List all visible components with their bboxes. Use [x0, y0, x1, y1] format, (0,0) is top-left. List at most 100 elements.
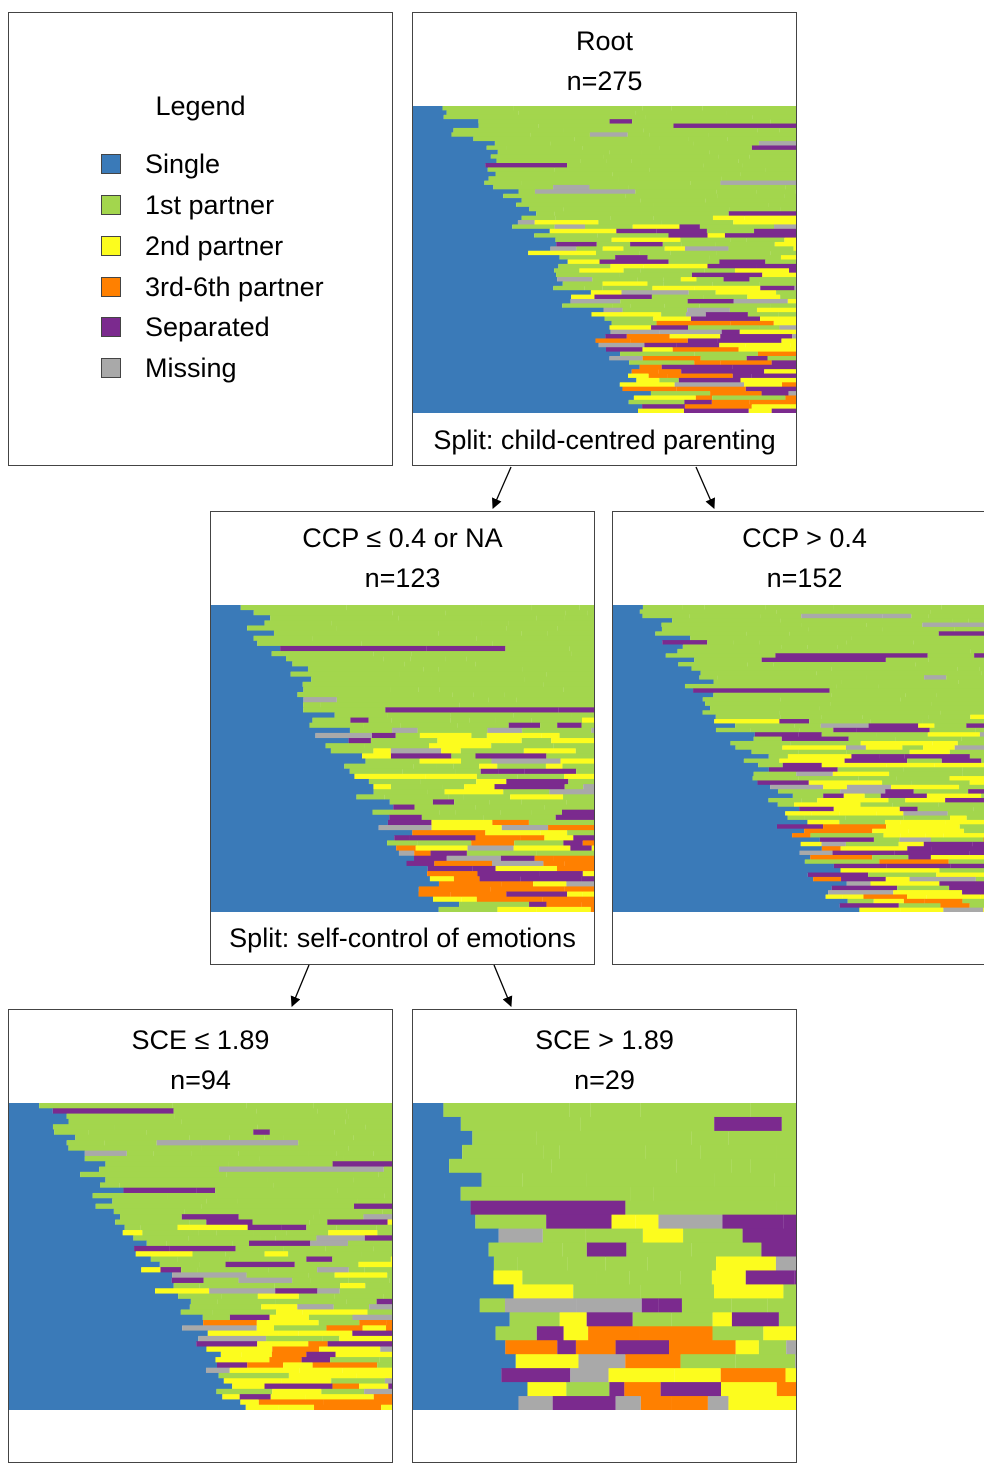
- sequence-segment: [418, 840, 471, 846]
- sequence-segment: [969, 851, 984, 856]
- sequence-segment: [384, 1167, 392, 1173]
- sequence-segment: [472, 866, 495, 872]
- sequence-segment: [522, 728, 591, 734]
- sequence-segment: [372, 733, 396, 739]
- sequence-segment: [534, 233, 598, 238]
- sequence-segment: [543, 1145, 559, 1159]
- sequence-segment: [413, 229, 550, 234]
- sequence-segment: [211, 815, 389, 821]
- sequence-segment: [399, 646, 426, 652]
- sequence-segment: [211, 871, 427, 877]
- sequence-segment: [308, 1341, 327, 1347]
- sequence-segment: [790, 404, 796, 409]
- sequence-segment: [522, 799, 567, 805]
- sequence-segment: [587, 1243, 627, 1257]
- sequence-segment: [823, 824, 886, 829]
- sequence-segment: [115, 1124, 257, 1130]
- sequence-segment: [334, 1294, 383, 1300]
- sequence-segment: [211, 866, 428, 872]
- sequence-segment: [536, 615, 564, 621]
- sequence-segment: [500, 810, 531, 816]
- sequence-segment: [962, 767, 984, 772]
- sequence-segment: [838, 644, 984, 649]
- sequence-segment: [708, 132, 796, 137]
- legend-item-3rd-6th-partner: 3rd-6th partner: [101, 270, 324, 304]
- sequence-segment: [578, 1354, 625, 1368]
- sequence-segment: [613, 693, 713, 698]
- sequence-segment: [612, 321, 657, 326]
- sequence-segment: [184, 1209, 319, 1215]
- sequence-segment: [782, 382, 796, 387]
- sequence-segment: [413, 141, 495, 146]
- edge-root-to-ccp-high: [696, 467, 714, 508]
- sequence-segment: [581, 1117, 715, 1131]
- sequence-segment: [570, 845, 591, 851]
- sequence-segment: [900, 908, 943, 912]
- sequence-segment: [489, 799, 522, 805]
- sequence-segment: [477, 636, 594, 642]
- sequence-segment: [429, 743, 491, 749]
- sequence-segment: [613, 899, 848, 904]
- sequence-segment: [474, 692, 505, 698]
- sequence-segment: [431, 677, 524, 683]
- sequence-segment: [597, 1270, 630, 1284]
- sequence-segment: [492, 861, 543, 867]
- sequence-segment: [112, 1198, 206, 1204]
- sequence-segment: [153, 1151, 191, 1157]
- sequence-segment: [522, 216, 556, 221]
- sequence-segment: [413, 128, 453, 133]
- sequence-segment: [830, 701, 931, 706]
- sequence-segment: [696, 395, 712, 400]
- sequence-segment: [577, 1298, 642, 1312]
- sequence-segment: [385, 1378, 392, 1384]
- sequence-segment: [399, 615, 537, 621]
- sequence-segment: [507, 145, 583, 150]
- sequence-segment: [667, 374, 732, 379]
- sequence-segment: [211, 810, 372, 816]
- sequence-segment: [413, 189, 519, 194]
- sequence-segment: [556, 216, 610, 221]
- sequence-segment: [512, 224, 554, 229]
- sequence-segment: [496, 866, 557, 872]
- sequence-segment: [436, 764, 453, 770]
- sequence-segment: [386, 1325, 392, 1331]
- sequence-segment: [770, 785, 823, 790]
- sequence-segment: [710, 391, 761, 396]
- sequence-segment: [907, 759, 942, 764]
- sequence-segment: [613, 829, 804, 834]
- sequence-segment: [236, 1246, 284, 1252]
- sequence-segment: [9, 1204, 96, 1210]
- sequence-segment: [217, 1362, 247, 1368]
- sequence-segment: [632, 369, 659, 374]
- sequence-segment: [509, 620, 594, 626]
- sequence-segment: [613, 636, 690, 641]
- sequence-segment: [413, 1187, 461, 1201]
- sequence-segment: [725, 233, 796, 238]
- sequence-segment: [485, 163, 567, 168]
- sequence-segment: [331, 620, 481, 626]
- sequence-segment: [575, 137, 689, 142]
- sequence-segment: [114, 1209, 184, 1215]
- sequence-segment: [555, 224, 585, 229]
- sequence-segment: [786, 1340, 796, 1354]
- sequence-segment: [682, 605, 704, 610]
- sequence-segment: [202, 1204, 354, 1210]
- sequence-segment: [694, 360, 721, 365]
- sequence-segment: [494, 1257, 517, 1271]
- sequence-segment: [613, 627, 662, 632]
- sequence-segment: [893, 802, 939, 807]
- sequence-segment: [167, 1193, 216, 1199]
- sequence-segment: [363, 1325, 386, 1331]
- sequence-segment: [229, 1161, 333, 1167]
- sequence-segment: [445, 789, 504, 795]
- sequence-segment: [872, 855, 908, 860]
- sequence-segment: [729, 207, 780, 212]
- sequence-segment: [874, 837, 900, 842]
- sequence-segment: [649, 374, 668, 379]
- sequence-segment: [768, 798, 801, 803]
- sequence-segment: [757, 780, 808, 785]
- legend-swatch: [101, 195, 121, 215]
- sequence-segment: [708, 1396, 729, 1410]
- sequence-segment: [297, 1304, 333, 1310]
- sequence-segment: [271, 1394, 306, 1400]
